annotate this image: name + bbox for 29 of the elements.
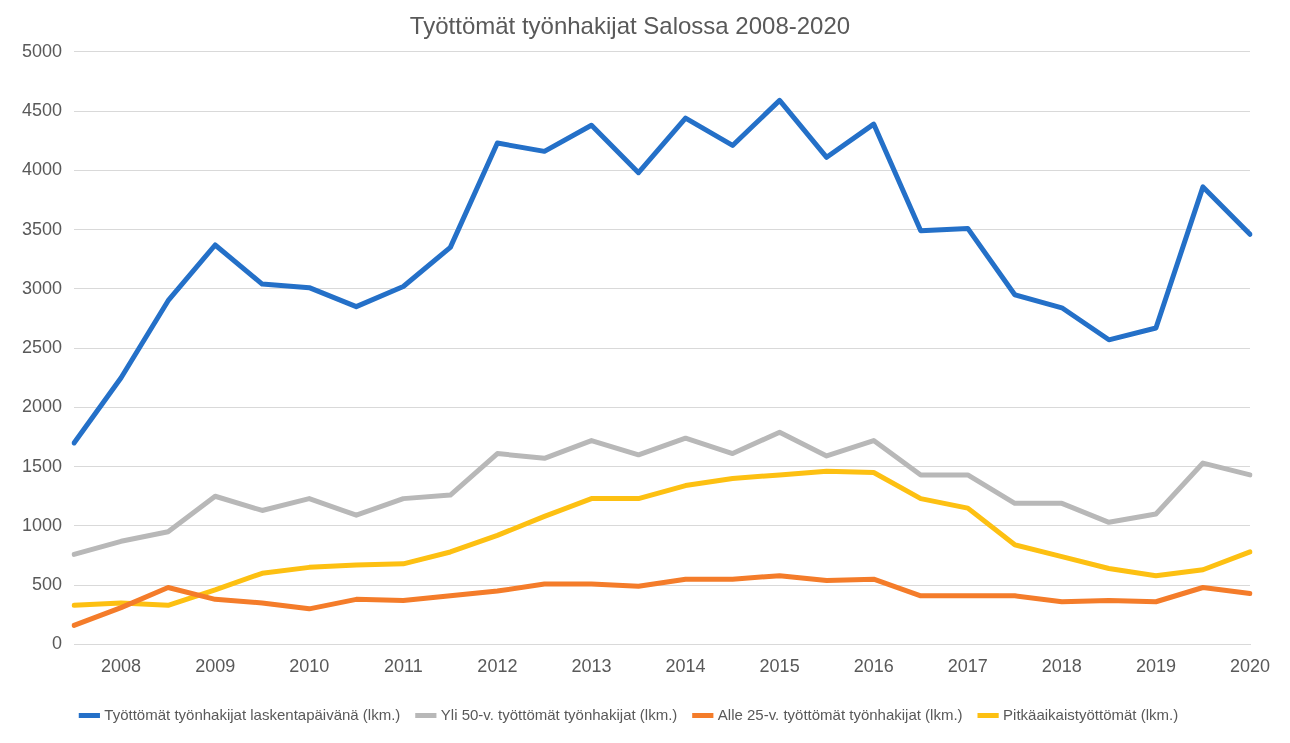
- chart-title: Työttömät työnhakijat Salossa 2008-2020: [409, 12, 851, 40]
- y-tick-label: 500: [32, 574, 63, 595]
- y-tick-label: 4000: [22, 159, 63, 180]
- x-tick-label: 2019: [1135, 656, 1176, 677]
- y-tick-label: 1500: [22, 455, 63, 476]
- y-tick-label: 3000: [22, 277, 63, 298]
- x-tick-label: 2016: [853, 656, 894, 677]
- y-tick-label: 0: [52, 633, 63, 654]
- y-tick-label: 4500: [22, 100, 63, 121]
- y-tick-label: 1000: [22, 514, 63, 535]
- legend-label: Pitkäaikaistyöttömät (lkm.): [1003, 705, 1179, 723]
- y-tick-label: 2000: [22, 396, 63, 417]
- x-tick-label: 2017: [947, 656, 988, 677]
- x-tick-label: 2009: [195, 656, 236, 677]
- legend-label: Alle 25-v. työttömät työnhakijat (lkm.): [717, 705, 963, 723]
- x-tick-label: 2008: [101, 656, 142, 677]
- legend-label: Työttömät työnhakijat laskentapäivänä (lkm.): [104, 705, 401, 723]
- y-tick-label: 3500: [22, 218, 63, 239]
- x-tick-label: 2020: [1229, 656, 1271, 677]
- y-tick-label: 5000: [22, 40, 63, 61]
- x-tick-label: 2015: [759, 656, 800, 677]
- x-tick-label: 2018: [1041, 656, 1082, 677]
- x-tick-label: 2011: [383, 656, 423, 677]
- x-tick-label: 2013: [571, 656, 612, 677]
- x-tick-label: 2014: [665, 656, 706, 677]
- legend-label: Yli 50-v. työttömät työnhakijat (lkm.): [440, 705, 678, 723]
- x-tick-label: 2010: [289, 656, 330, 677]
- x-tick-label: 2012: [477, 656, 518, 677]
- y-tick-label: 2500: [22, 337, 63, 358]
